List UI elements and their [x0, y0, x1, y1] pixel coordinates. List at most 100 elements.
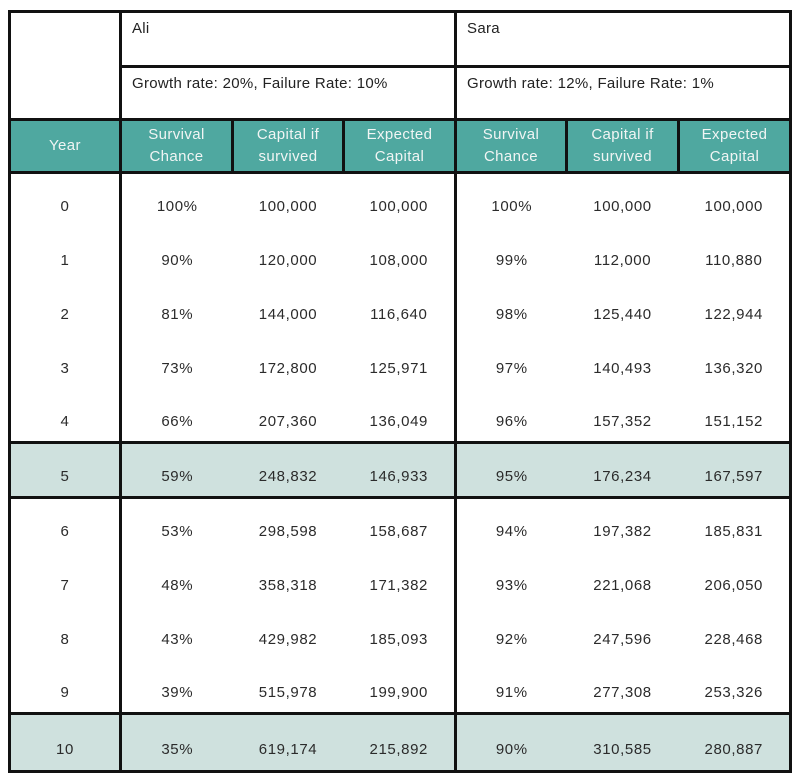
- cell-sara-expected: 122,944: [678, 280, 791, 334]
- table-row: 1 90% 120,000 108,000 99% 112,000 110,88…: [9, 226, 791, 280]
- col-header-sara-expected: Expected Capital: [677, 118, 793, 174]
- cell-sara-survival: 90%: [455, 711, 567, 771]
- cell-year: 2: [9, 280, 122, 334]
- cell-ali-survival: 59%: [120, 440, 233, 497]
- cell-ali-survival: 73%: [120, 334, 233, 388]
- cell-year: 3: [9, 334, 122, 388]
- cell-year: 1: [9, 226, 122, 280]
- cell-ali-survival: 53%: [120, 495, 233, 551]
- cell-ali-capital: 120,000: [232, 226, 344, 280]
- table-row: 2 81% 144,000 116,640 98% 125,440 122,94…: [9, 280, 791, 334]
- cell-sara-expected: 253,326: [678, 659, 791, 713]
- cell-ali-expected: 125,971: [343, 334, 458, 388]
- cell-sara-survival: 100%: [455, 172, 567, 226]
- cell-sara-capital: 140,493: [566, 334, 679, 388]
- comparison-table: Ali Sara Growth rate: 20%, Failure Rate:…: [8, 10, 793, 773]
- cell-ali-capital: 100,000: [232, 172, 344, 226]
- table-row-milestone: 5 59% 248,832 146,933 95% 176,234 167,59…: [9, 440, 791, 497]
- table-row: 6 53% 298,598 158,687 94% 197,382 185,83…: [9, 495, 791, 551]
- cell-ali-expected: 116,640: [343, 280, 458, 334]
- cell-year: 9: [9, 659, 122, 713]
- cell-sara-capital: 176,234: [566, 440, 679, 497]
- col-header-sara-capital: Capital if survived: [565, 118, 681, 174]
- cell-year: 5: [9, 440, 122, 497]
- cell-sara-capital: 310,585: [566, 711, 679, 771]
- table-row: 8 43% 429,982 185,093 92% 247,596 228,46…: [9, 605, 791, 659]
- table-row: 3 73% 172,800 125,971 97% 140,493 136,32…: [9, 334, 791, 388]
- cell-ali-survival: 100%: [120, 172, 233, 226]
- cell-year: 6: [9, 495, 122, 551]
- cell-ali-capital: 619,174: [232, 711, 344, 771]
- cell-ali-expected: 215,892: [343, 711, 458, 771]
- cell-ali-capital: 429,982: [232, 605, 344, 659]
- corner-cell: [8, 10, 122, 121]
- cell-ali-survival: 81%: [120, 280, 233, 334]
- cell-year: 0: [9, 172, 122, 226]
- cell-sara-capital: 197,382: [566, 495, 679, 551]
- cell-sara-expected: 136,320: [678, 334, 791, 388]
- table-row: Ali Sara: [8, 10, 793, 121]
- cell-year: 10: [9, 711, 122, 771]
- cell-sara-capital: 221,068: [566, 551, 679, 605]
- cell-sara-survival: 93%: [455, 551, 567, 605]
- cell-sara-expected: 100,000: [678, 172, 791, 226]
- cell-ali-capital: 172,800: [232, 334, 344, 388]
- cell-ali-expected: 100,000: [343, 172, 458, 226]
- table-row: 7 48% 358,318 171,382 93% 221,068 206,05…: [9, 551, 791, 605]
- group-label-ali: Ali: [118, 10, 458, 68]
- cell-year: 7: [9, 551, 122, 605]
- table-row: 9 39% 515,978 199,900 91% 277,308 253,32…: [9, 659, 791, 713]
- table-row-milestone: 10 35% 619,174 215,892 90% 310,585 280,8…: [9, 711, 791, 771]
- cell-sara-expected: 167,597: [678, 440, 791, 497]
- cell-ali-survival: 35%: [120, 711, 233, 771]
- cell-ali-survival: 48%: [120, 551, 233, 605]
- column-header-row: Year Survival Chance Capital if survived…: [8, 118, 793, 174]
- cell-sara-expected: 110,880: [678, 226, 791, 280]
- cell-ali-expected: 199,900: [343, 659, 458, 713]
- cell-sara-survival: 91%: [455, 659, 567, 713]
- cell-sara-survival: 96%: [455, 388, 567, 442]
- cell-sara-survival: 97%: [455, 334, 567, 388]
- cell-sara-survival: 95%: [455, 440, 567, 497]
- table-row: 4 66% 207,360 136,049 96% 157,352 151,15…: [9, 388, 791, 442]
- cell-sara-survival: 99%: [455, 226, 567, 280]
- group-params-ali: Growth rate: 20%, Failure Rate: 10%: [118, 65, 458, 121]
- cell-sara-capital: 157,352: [566, 388, 679, 442]
- group-params-sara: Growth rate: 12%, Failure Rate: 1%: [454, 65, 793, 121]
- cell-year: 4: [9, 388, 122, 442]
- cell-ali-survival: 90%: [120, 226, 233, 280]
- cell-sara-capital: 112,000: [566, 226, 679, 280]
- cell-sara-expected: 206,050: [678, 551, 791, 605]
- cell-sara-expected: 151,152: [678, 388, 791, 442]
- cell-ali-capital: 358,318: [232, 551, 344, 605]
- table-row: Growth rate: 20%, Failure Rate: 10% Grow…: [10, 65, 793, 121]
- cell-ali-capital: 207,360: [232, 388, 344, 442]
- cell-ali-capital: 298,598: [232, 495, 344, 551]
- cell-ali-expected: 185,093: [343, 605, 458, 659]
- cell-sara-survival: 98%: [455, 280, 567, 334]
- cell-ali-survival: 39%: [120, 659, 233, 713]
- col-header-ali-capital: Capital if survived: [231, 118, 345, 174]
- cell-ali-capital: 248,832: [232, 440, 344, 497]
- cell-ali-expected: 146,933: [343, 440, 458, 497]
- cell-ali-survival: 43%: [120, 605, 233, 659]
- cell-ali-capital: 144,000: [232, 280, 344, 334]
- cell-sara-expected: 280,887: [678, 711, 791, 771]
- cell-ali-survival: 66%: [120, 388, 233, 442]
- cell-sara-capital: 125,440: [566, 280, 679, 334]
- cell-sara-capital: 100,000: [566, 172, 679, 226]
- cell-sara-expected: 228,468: [678, 605, 791, 659]
- cell-sara-expected: 185,831: [678, 495, 791, 551]
- cell-sara-survival: 94%: [455, 495, 567, 551]
- cell-ali-expected: 171,382: [343, 551, 458, 605]
- cell-sara-survival: 92%: [455, 605, 567, 659]
- cell-ali-expected: 158,687: [343, 495, 458, 551]
- col-header-ali-expected: Expected Capital: [341, 118, 458, 174]
- cell-ali-expected: 108,000: [343, 226, 458, 280]
- cell-ali-capital: 515,978: [232, 659, 344, 713]
- table-row: 0 100% 100,000 100,000 100% 100,000 100,…: [9, 172, 791, 226]
- cell-sara-capital: 277,308: [566, 659, 679, 713]
- cell-year: 8: [9, 605, 122, 659]
- col-header-sara-survival: Survival Chance: [454, 118, 569, 174]
